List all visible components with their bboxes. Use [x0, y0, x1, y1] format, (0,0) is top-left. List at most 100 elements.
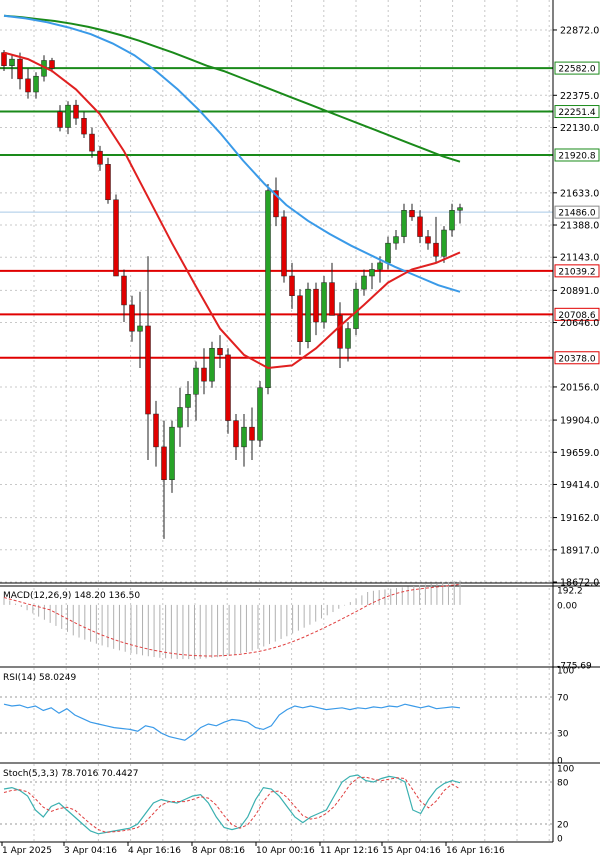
candle-body [113, 199, 119, 277]
level-label-box [554, 105, 600, 119]
candle-body [1, 52, 7, 66]
candle-body [449, 210, 455, 231]
candle-body [401, 210, 407, 237]
candle-body [129, 304, 135, 332]
horizontal-levels: 22582.0 22251.4 21920.8 21039.2 20708.6 20378… [0, 61, 600, 365]
candle-body [177, 407, 183, 428]
stoch-label: Stoch(5,3,3) 78.7016 70.4427 [3, 769, 138, 779]
stoch-tick-label: 80 [557, 779, 569, 789]
candle-body [25, 78, 31, 93]
price-tick-label: 18917.0 [560, 545, 599, 556]
candle-body [161, 446, 167, 480]
stoch-pane: Stoch(5,3,3) 78.7016 70.4427 100 80 20 0 [0, 765, 574, 845]
price-tick-label: 19904.0 [560, 416, 599, 427]
rsi-line [3, 703, 461, 741]
candle-body [121, 275, 127, 306]
price-tick-label: 21388.0 [560, 221, 599, 232]
level-label-box [554, 148, 600, 162]
candle-body [305, 288, 311, 342]
candle-body [33, 75, 39, 93]
candle-body [153, 413, 159, 448]
moving-average-line [3, 14, 461, 293]
candle-body [65, 104, 71, 128]
candle-body [417, 216, 423, 237]
candle-body [137, 325, 143, 332]
level-label-box [554, 264, 600, 278]
current-price-label: 21486.0 [558, 209, 595, 219]
macd-tick-label: -775.69 [557, 662, 592, 672]
candle-body [201, 367, 207, 382]
candle-body [313, 288, 319, 323]
candle-body [281, 216, 287, 277]
candle-body [233, 420, 239, 448]
level-label-box [554, 351, 600, 365]
candle-body [105, 164, 111, 201]
candle-body [145, 325, 151, 415]
time-tick-label: 15 Apr 04:16 [382, 846, 441, 856]
rsi-tick-label: 70 [557, 694, 569, 704]
stoch-tick-label: 0 [557, 835, 563, 845]
candle-body [57, 111, 63, 128]
candle-body [337, 315, 343, 349]
price-tick-label: 20891.0 [560, 286, 599, 297]
price-tick-label: 22130.0 [560, 123, 599, 134]
candle-body [225, 354, 231, 421]
candle-body [457, 207, 463, 211]
price-tick-label: 19659.0 [560, 448, 599, 459]
candle-body [393, 236, 399, 244]
time-tick-label: 10 Apr 00:16 [256, 846, 315, 856]
candle-body [273, 190, 279, 218]
level-label: 20708.6 [558, 311, 595, 321]
level-label: 20378.0 [558, 354, 595, 364]
candle-body [241, 426, 247, 448]
macd-signal-line [3, 583, 461, 657]
rsi-label: RSI(14) 58.0249 [3, 673, 76, 683]
rsi-tick-label: 0 [557, 757, 563, 767]
candle-body [81, 118, 87, 135]
price-tick-label: 22872.0 [560, 25, 599, 36]
stoch-k-line [3, 774, 461, 835]
candle-body [49, 60, 55, 69]
price-tick-label: 21633.0 [560, 188, 599, 199]
level-label-box [554, 61, 600, 75]
price-axis: 22872.0 22375.0 22130.0 21633.0 21388.0 21143… [552, 0, 599, 842]
candle-body [329, 282, 335, 316]
price-tick-label: 20646.0 [560, 318, 599, 329]
candle-body [249, 426, 255, 441]
candle-body [97, 150, 103, 165]
moving-average-line [3, 14, 461, 163]
candle-body [217, 348, 223, 356]
candle-body [385, 242, 391, 264]
time-tick-label: 3 Apr 04:16 [64, 846, 117, 856]
level-label: 21920.8 [558, 151, 595, 161]
candles [1, 49, 463, 539]
candle-body [89, 133, 95, 152]
level-label: 22251.4 [558, 108, 595, 118]
candle-body [297, 295, 303, 342]
price-tick-label: 22375.0 [560, 91, 599, 102]
macd-tick-label: 0.00 [557, 601, 577, 611]
stoch-d-line [3, 776, 461, 833]
candle-body [73, 104, 79, 119]
price-tick-label: 19414.0 [560, 480, 599, 491]
rsi-tick-label: 30 [557, 730, 569, 740]
candle-body [441, 229, 447, 257]
current-price-box [554, 205, 600, 219]
macd-pane: MACD(12,26,9) 148.20 136.50 192.2 0.00 -775… [3, 580, 592, 672]
candle-body [193, 367, 199, 395]
level-label-box [554, 307, 600, 321]
candle-body [433, 242, 439, 257]
stoch-tick-label: 100 [557, 765, 574, 775]
rsi-tick-label: 100 [557, 667, 574, 677]
candle-body [257, 387, 263, 441]
price-tick-label: 20156.0 [560, 382, 599, 393]
candle-body [9, 58, 15, 66]
time-tick-label: 8 Apr 08:16 [192, 846, 245, 856]
time-tick-label: 1 Apr 2025 [2, 846, 52, 856]
candle-body [265, 190, 271, 388]
time-tick-label: 4 Apr 16:16 [128, 846, 181, 856]
time-tick-label: 11 Apr 12:16 [320, 846, 379, 856]
candle-body [353, 288, 359, 329]
